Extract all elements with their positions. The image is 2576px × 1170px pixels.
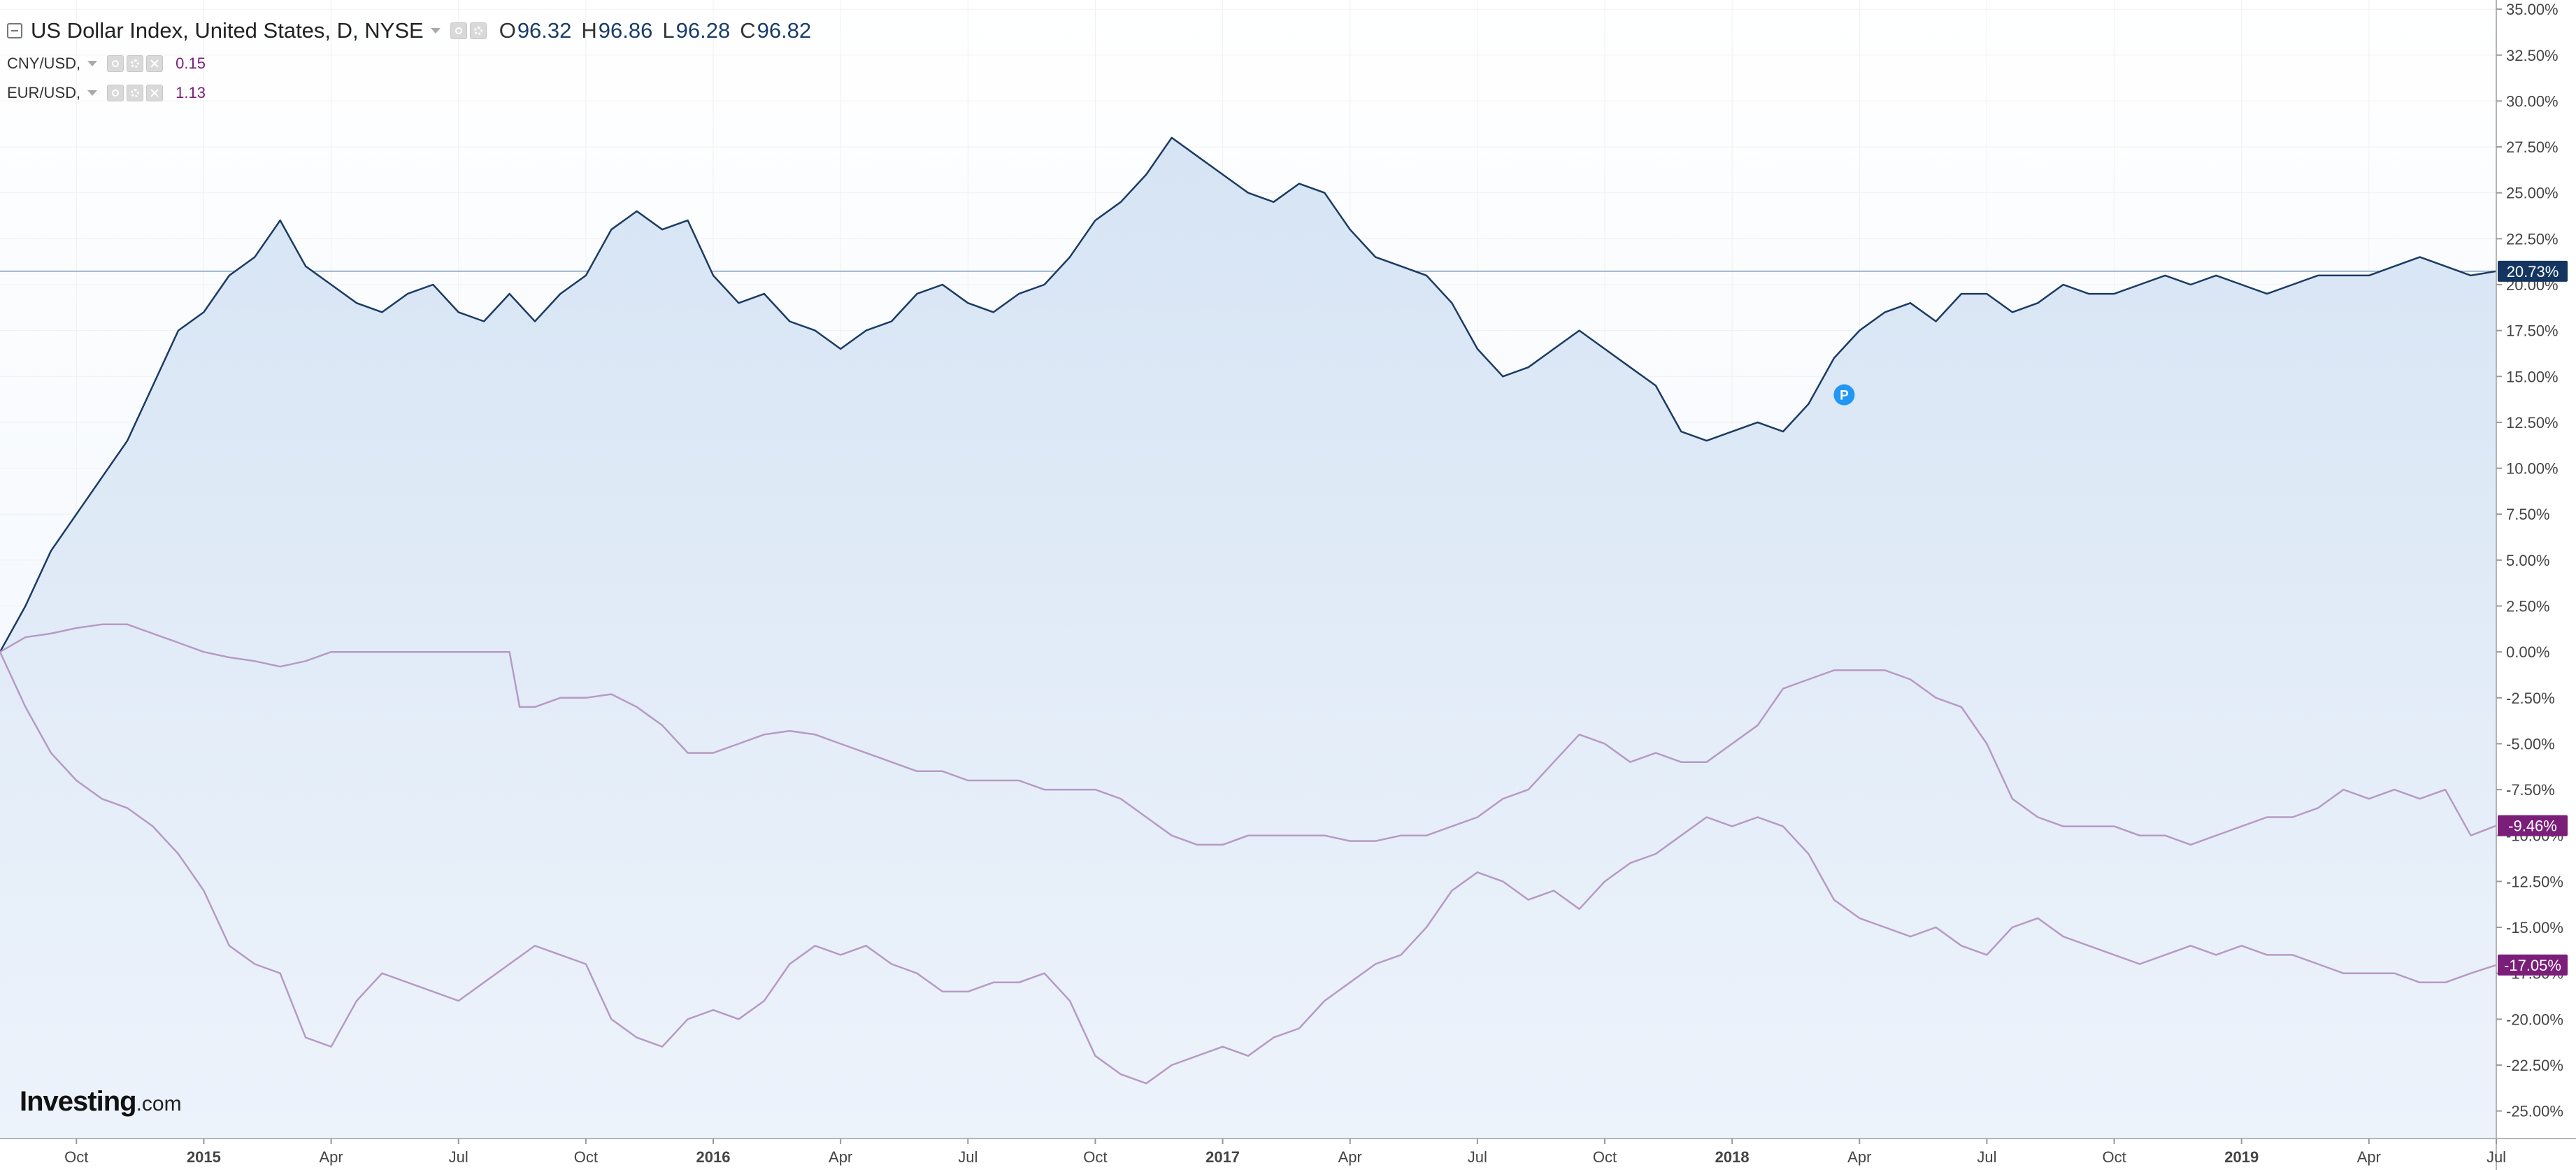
y-tick-label: 7.50% [2506, 506, 2549, 523]
open-key: O [499, 18, 516, 43]
y-tick-label: -20.00% [2506, 1011, 2563, 1028]
y-tick-label: 32.50% [2506, 47, 2559, 64]
main-series-title: US Dollar Index, United States, D, NYSE [31, 18, 424, 43]
y-tick-label: -12.50% [2506, 873, 2563, 890]
x-tick-label: Jul [958, 1148, 978, 1166]
y-tick-label: 2.50% [2506, 598, 2549, 615]
series-line-dxy [0, 136, 2497, 652]
x-tick-label: Apr [2357, 1148, 2381, 1166]
x-tick-label: Oct [574, 1148, 598, 1166]
legend-main-series[interactable]: US Dollar Index, United States, D, NYSE … [7, 13, 811, 49]
series-end-label: -17.05% [2504, 957, 2561, 974]
x-tick-label: 2019 [2224, 1148, 2259, 1166]
chart-legend: US Dollar Index, United States, D, NYSE … [7, 13, 811, 108]
x-tick-label: 2015 [187, 1148, 221, 1166]
series-line-cny-usd [0, 623, 2497, 846]
x-tick-label: 2017 [1205, 1148, 1240, 1166]
end-label-bg [2498, 954, 2568, 976]
low-value: 96.28 [675, 18, 731, 43]
comparison-value-eur: 1.13 [176, 84, 206, 101]
y-tick-label: 12.50% [2506, 414, 2559, 431]
high-value: 96.86 [598, 18, 653, 43]
y-tick-label: 25.00% [2506, 185, 2559, 202]
chevron-down-icon[interactable] [87, 90, 98, 96]
x-tick-label: Jul [449, 1148, 468, 1166]
comparison-symbol-eur: EUR/USD, [7, 84, 81, 101]
y-tick-label: -15.00% [2506, 919, 2563, 936]
x-tick-label: Oct [2102, 1148, 2126, 1166]
brand-name: Investing [20, 1086, 137, 1117]
y-tick-label: 0.00% [2506, 643, 2549, 661]
series-end-label: -9.46% [2508, 818, 2557, 835]
eye-icon[interactable] [107, 85, 124, 101]
y-tick-label: 17.50% [2506, 322, 2559, 340]
y-tick-label: -7.50% [2506, 781, 2555, 799]
gear-icon[interactable] [469, 22, 487, 39]
investing-logo: Investing.com [20, 1086, 182, 1118]
y-tick-label: 10.00% [2506, 460, 2559, 478]
chevron-down-icon[interactable] [430, 28, 441, 34]
y-tick-label: -5.00% [2506, 735, 2555, 752]
x-tick-label: Oct [64, 1148, 88, 1166]
close-value: 96.82 [757, 18, 812, 43]
y-tick-label: 27.50% [2506, 138, 2559, 156]
gear-icon[interactable] [127, 85, 144, 101]
x-tick-label: Oct [1593, 1148, 1617, 1166]
x-tick-label: Jul [2486, 1148, 2506, 1166]
high-key: H [581, 18, 597, 43]
series-line-eur-usd [0, 651, 2497, 1085]
y-tick-label: 22.50% [2506, 230, 2559, 248]
x-tick-label: 2018 [1715, 1148, 1749, 1166]
end-label-bg [2498, 260, 2568, 282]
event-marker[interactable] [1833, 384, 1855, 406]
end-label-bg [2498, 815, 2568, 836]
series-area-dxy [0, 137, 2496, 1139]
legend-comparison-cny[interactable]: CNY/USD, 0.15 [7, 49, 811, 78]
x-tick-label: Apr [1338, 1148, 1362, 1166]
y-tick-label: 5.00% [2506, 552, 2549, 569]
close-key: C [740, 18, 756, 43]
y-tick-label: -2.50% [2506, 690, 2555, 707]
eye-icon[interactable] [107, 55, 124, 72]
y-tick-label: 15.00% [2506, 368, 2559, 385]
close-icon[interactable] [146, 85, 164, 101]
comparison-value-cny: 0.15 [176, 55, 206, 72]
low-key: L [662, 18, 675, 43]
x-tick-label: Jul [1468, 1148, 1487, 1166]
y-tick-label: -22.50% [2506, 1057, 2563, 1074]
x-tick-label: Apr [1847, 1148, 1871, 1166]
collapse-icon[interactable] [7, 23, 22, 38]
open-value: 96.32 [517, 18, 572, 43]
brand-tld: .com [136, 1092, 182, 1115]
y-tick-label: -25.00% [2506, 1103, 2563, 1120]
x-tick-label: Oct [1083, 1148, 1107, 1166]
x-tick-label: Jul [1977, 1148, 1996, 1166]
legend-comparison-eur[interactable]: EUR/USD, 1.13 [7, 78, 811, 108]
comparison-symbol-cny: CNY/USD, [7, 55, 81, 72]
event-marker-label: P [1840, 389, 1849, 404]
y-tick-label: 35.00% [2506, 1, 2559, 18]
gear-icon[interactable] [127, 55, 144, 72]
x-tick-label: 2016 [696, 1148, 731, 1166]
eye-icon[interactable] [450, 22, 467, 39]
series-end-label: 20.73% [2507, 263, 2559, 280]
chevron-down-icon[interactable] [87, 61, 98, 66]
x-tick-label: Apr [829, 1148, 852, 1166]
x-tick-label: Apr [319, 1148, 343, 1166]
y-tick-label: 30.00% [2506, 92, 2559, 110]
close-icon[interactable] [146, 55, 164, 72]
